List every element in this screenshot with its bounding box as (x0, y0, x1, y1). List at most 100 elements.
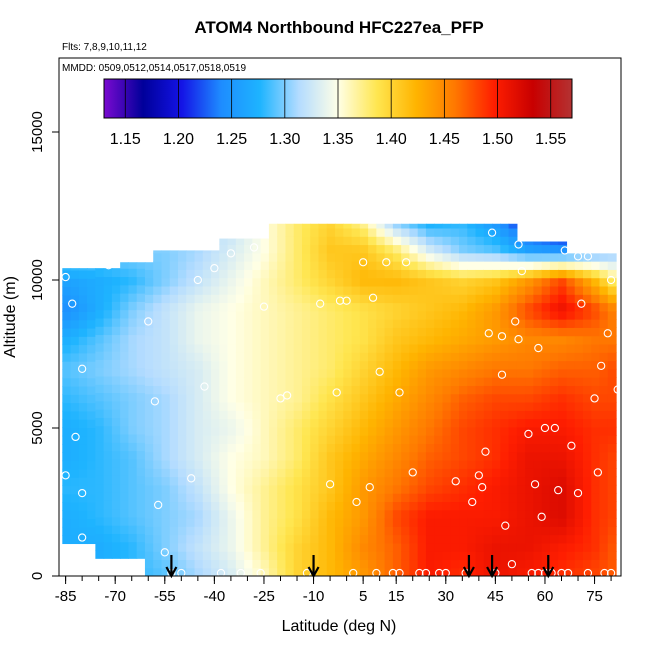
heat-cell (351, 252, 361, 262)
heat-cell (202, 493, 212, 503)
heat-cell (434, 294, 444, 304)
heat-cell (516, 418, 526, 428)
heat-cell (450, 244, 460, 254)
heat-cell (103, 342, 113, 352)
heat-cell (525, 559, 534, 569)
heat-cell (169, 401, 179, 411)
sample-point (573, 252, 583, 261)
heat-cell (434, 551, 444, 561)
heat-cell (169, 252, 179, 262)
heat-cell (153, 393, 163, 403)
heat-cell (401, 542, 411, 552)
heat-cell (186, 517, 196, 527)
heat-cell (178, 443, 187, 453)
heat-cell (425, 252, 435, 262)
y-tick-label: 0 (29, 572, 46, 580)
heat-cell (483, 269, 493, 279)
heat-cell (95, 508, 105, 518)
heat-cell (401, 277, 411, 287)
heat-cell (169, 410, 179, 420)
heat-cell (541, 459, 551, 469)
heat-cell (227, 294, 237, 304)
heat-cell (335, 526, 344, 536)
heat-cell (500, 451, 510, 461)
heat-cell (566, 493, 576, 503)
heat-cell (310, 534, 320, 544)
heat-cell (351, 223, 361, 229)
heat-cell (450, 368, 460, 378)
heat-cell (285, 459, 295, 469)
heat-cell (492, 459, 501, 469)
heat-cell (368, 302, 377, 312)
heat-cell (153, 319, 163, 328)
heat-cell (442, 385, 452, 395)
heat-cell (475, 236, 485, 246)
heat-cell (450, 526, 460, 536)
heat-cell (153, 451, 163, 461)
heat-cell (500, 368, 510, 378)
heat-cell (293, 343, 303, 353)
heat-cell (301, 517, 311, 527)
heat-cell (78, 460, 88, 470)
heat-cell (599, 559, 609, 569)
heat-cell (95, 541, 105, 551)
sample-point (573, 488, 583, 498)
heat-cell (335, 244, 344, 254)
heat-cell (376, 551, 386, 561)
heat-cell (558, 261, 568, 270)
heat-cell (169, 542, 179, 552)
sample-point (226, 249, 236, 258)
heat-cell (194, 250, 204, 254)
heat-cell (285, 476, 295, 486)
heat-cell (425, 476, 435, 486)
heat-cell (607, 418, 617, 428)
heat-cell (525, 534, 534, 544)
heat-cell (161, 250, 171, 254)
heat-cell (202, 302, 212, 312)
heat-cell (599, 484, 609, 494)
heat-cell (566, 426, 576, 436)
heat-cell (78, 443, 88, 453)
heat-cell (425, 509, 435, 519)
heat-cell (136, 359, 146, 369)
heat-cell (434, 567, 444, 576)
heat-cell (252, 252, 262, 262)
heat-cell (607, 426, 617, 436)
heat-cell (492, 368, 501, 378)
heat-cell (219, 459, 229, 469)
heat-cell (194, 252, 204, 262)
heat-cell (227, 559, 237, 569)
heat-cell (417, 476, 427, 486)
heat-cell (582, 526, 592, 536)
heat-cell (492, 451, 501, 461)
heat-cell (219, 368, 229, 378)
heat-cell (301, 526, 311, 536)
heat-cell (599, 567, 609, 576)
heat-cell (235, 343, 245, 353)
heat-cell (260, 459, 270, 469)
heat-cell (425, 443, 435, 453)
heat-cell (591, 468, 601, 478)
heat-cell (525, 484, 534, 494)
heat-cell (111, 334, 121, 344)
heat-cell (120, 491, 130, 501)
heat-cell (161, 327, 171, 337)
heat-cell (178, 435, 187, 444)
heat-cell (277, 534, 287, 544)
heat-cell (409, 526, 419, 536)
heat-cell (318, 567, 328, 576)
heat-cell (78, 369, 88, 379)
heat-cell (401, 327, 411, 337)
heat-cell (277, 285, 287, 295)
heat-cell (607, 327, 617, 337)
heat-cell (599, 526, 609, 536)
heat-cell (62, 518, 72, 528)
heat-cell (409, 401, 419, 411)
heat-cell (301, 410, 311, 420)
heat-cell (549, 241, 559, 246)
heat-cell (384, 244, 394, 254)
heat-cell (376, 236, 386, 246)
heat-cell (277, 352, 287, 362)
heat-cell (277, 302, 287, 312)
heat-cell (277, 401, 287, 411)
